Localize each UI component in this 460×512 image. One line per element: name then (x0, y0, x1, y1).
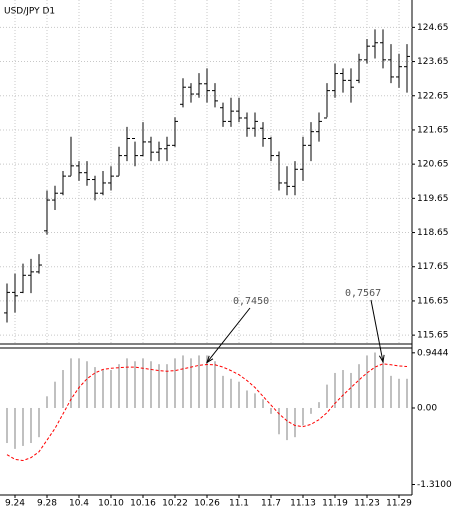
histogram-bar (198, 355, 200, 408)
histogram-bar (286, 407, 288, 441)
histogram-bar (102, 370, 104, 408)
histogram-bar (150, 361, 152, 408)
y-tick-label: 116.65 (417, 296, 449, 306)
histogram-bar (334, 372, 336, 408)
y-tick-label: 115.65 (417, 331, 449, 341)
histogram-bar (46, 396, 48, 408)
histogram-bar (238, 381, 240, 408)
histogram-bar (294, 407, 296, 438)
x-tick-label: 11.23 (354, 499, 380, 509)
histogram-bar (278, 407, 280, 435)
y-tick-label: -1.3100 (417, 480, 452, 490)
histogram-bar (342, 370, 344, 408)
histogram-bar (262, 399, 264, 408)
histogram-bar (214, 361, 216, 408)
annotation-arrow (370, 299, 384, 362)
x-tick-label: 11.7 (261, 499, 281, 509)
histogram-bar (182, 355, 184, 408)
chart-title: USD/JPY D1 (4, 7, 55, 17)
annotation-arrowhead (206, 355, 214, 364)
histogram-bar (94, 367, 96, 408)
histogram-bar (134, 361, 136, 408)
histogram-bar (38, 407, 40, 438)
histogram-bar (366, 355, 368, 408)
histogram-bar (222, 375, 224, 408)
histogram-bar (270, 407, 272, 414)
histogram-bar (310, 407, 312, 414)
x-tick-label: 10.26 (194, 499, 220, 509)
histogram-bar (30, 407, 32, 444)
histogram-bar (14, 407, 16, 449)
histogram-bar (118, 364, 120, 408)
y-tick-label: 0.00 (417, 403, 437, 413)
histogram-bar (374, 352, 376, 408)
histogram-bar (254, 393, 256, 408)
histogram-bar (86, 361, 88, 408)
histogram-bar (62, 370, 64, 408)
x-tick-label: 10.16 (130, 499, 156, 509)
histogram-bar (6, 407, 8, 444)
y-tick-label: 123.65 (417, 57, 449, 67)
histogram-bar (406, 378, 408, 408)
histogram-bar (318, 402, 320, 408)
x-tick-label: 11.1 (229, 499, 249, 509)
histogram-bar (390, 375, 392, 408)
y-tick-label: 121.65 (417, 125, 449, 135)
x-tick-label: 10.22 (162, 499, 188, 509)
x-tick-label: 11.29 (386, 499, 412, 509)
x-tick-label: 10.4 (69, 499, 89, 509)
histogram-bar (78, 358, 80, 408)
histogram-bar (350, 372, 352, 408)
y-tick-label: 118.65 (417, 228, 449, 238)
histogram-bar (326, 384, 328, 408)
y-tick-label: 0.9444 (417, 348, 449, 358)
histogram-bar (22, 407, 24, 446)
signal-line (6, 363, 408, 462)
histogram-bar (302, 407, 304, 426)
histogram-bar (398, 378, 400, 408)
y-tick-label: 120.65 (417, 160, 449, 170)
histogram-bar (246, 390, 248, 408)
annotation-arrowhead (378, 354, 385, 364)
annotation-arrow (206, 307, 251, 363)
histogram-bar (206, 355, 208, 408)
histogram-bar (358, 364, 360, 408)
x-tick-label: 9.24 (5, 499, 25, 509)
histogram-bar (142, 358, 144, 408)
x-tick-label: 10.10 (98, 499, 124, 509)
histogram-bar (166, 364, 168, 408)
y-tick-label: 117.65 (417, 262, 449, 272)
y-tick-label: 119.65 (417, 194, 449, 204)
annotation: 0,7567 (345, 288, 381, 299)
histogram-bar (70, 358, 72, 408)
x-tick-label: 11.19 (322, 499, 348, 509)
histogram-bar (54, 381, 56, 408)
histogram-bar (110, 370, 112, 408)
y-tick-label: 124.65 (417, 23, 449, 33)
y-tick-label: 122.65 (417, 91, 449, 101)
annotation: 0,7450 (233, 296, 269, 307)
histogram-bar (190, 358, 192, 408)
histogram-bar (158, 364, 160, 408)
x-tick-label: 11.13 (290, 499, 316, 509)
x-tick-label: 9.28 (37, 499, 57, 509)
histogram-bar (230, 378, 232, 408)
histogram-bar (174, 358, 176, 408)
histogram-bar (382, 361, 384, 408)
histogram-bar (126, 358, 128, 408)
